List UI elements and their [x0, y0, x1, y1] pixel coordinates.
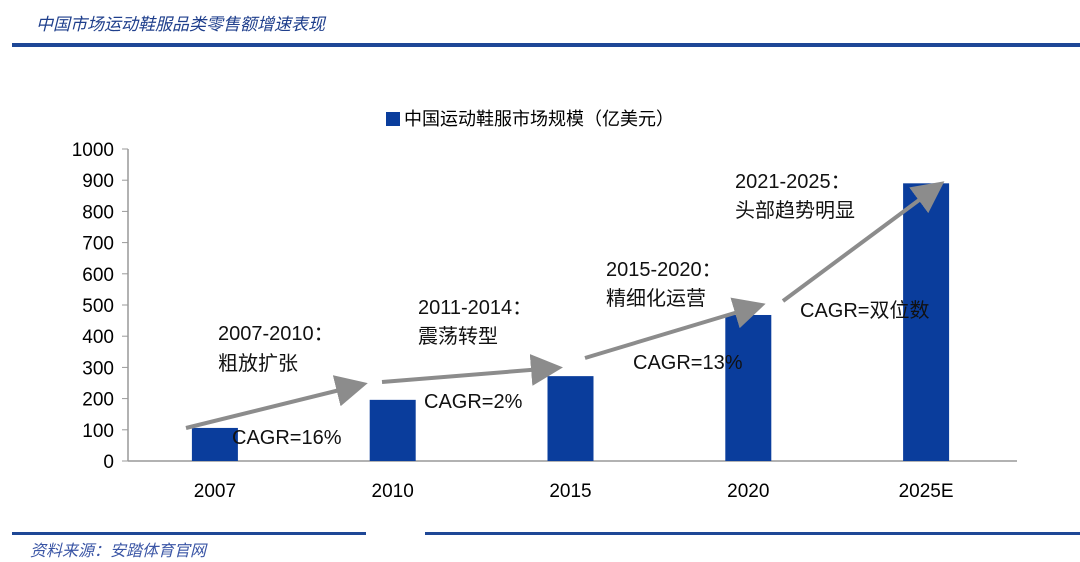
- bar-2025E: [903, 183, 950, 461]
- y-tick-label: 600: [82, 265, 114, 286]
- annotation-period: 2007-2010：: [218, 323, 334, 345]
- annotation-cagr: CAGR=13%: [633, 352, 743, 374]
- y-tick-label: 300: [82, 358, 114, 379]
- x-tick-label: 2010: [372, 481, 414, 502]
- y-tick-label: 700: [82, 234, 114, 255]
- x-tick-label: 2025E: [899, 481, 954, 502]
- annotation-phase: 震荡转型: [418, 324, 498, 348]
- annotation-period: 2015-2020：: [606, 259, 722, 281]
- annotation-phase: 粗放扩张: [218, 351, 298, 375]
- y-tick-label: 900: [82, 171, 114, 192]
- growth-arrow-4: [781, 181, 945, 303]
- annotation-period: 2011-2014：: [418, 297, 532, 319]
- growth-arrow-3: [584, 297, 766, 360]
- y-tick-label: 100: [82, 421, 114, 442]
- bar-2007: [191, 427, 238, 461]
- x-tick-label: 2015: [549, 481, 591, 502]
- annotation-cagr: CAGR=16%: [232, 427, 342, 449]
- x-tick-label: 2020: [727, 481, 769, 502]
- header-divider: [12, 43, 1080, 47]
- annotation-period: 2021-2025：: [735, 171, 851, 193]
- bar-2015: [547, 376, 594, 461]
- y-tick-label: 0: [103, 452, 114, 473]
- legend-label: 中国运动鞋服市场规模（亿美元）: [404, 109, 674, 130]
- page-title: 中国市场运动鞋服品类零售额增速表现: [36, 15, 325, 35]
- annotation-cagr: CAGR=双位数: [800, 299, 929, 322]
- x-tick-label: 2007: [194, 481, 236, 502]
- y-tick-label: 1000: [72, 140, 114, 161]
- y-tick-label: 500: [82, 296, 114, 317]
- footer-divider-right: [425, 532, 1080, 535]
- bar-2020: [725, 314, 772, 461]
- growth-arrow-1: [185, 375, 368, 430]
- legend-swatch: [386, 112, 400, 126]
- annotation-cagr: CAGR=2%: [424, 391, 523, 413]
- y-tick-label: 800: [82, 202, 114, 223]
- growth-arrow-2: [381, 353, 563, 386]
- bar-2010: [369, 399, 416, 461]
- annotation-phase: 精细化运营: [606, 286, 706, 310]
- footer-divider-left: [12, 532, 366, 535]
- legend: 中国运动鞋服市场规模（亿美元）: [386, 109, 674, 130]
- source-note: 资料来源：安踏体育官网: [30, 541, 207, 560]
- annotation-phase: 头部趋势明显: [735, 198, 855, 222]
- y-tick-label: 400: [82, 327, 114, 348]
- y-tick-label: 200: [82, 390, 114, 411]
